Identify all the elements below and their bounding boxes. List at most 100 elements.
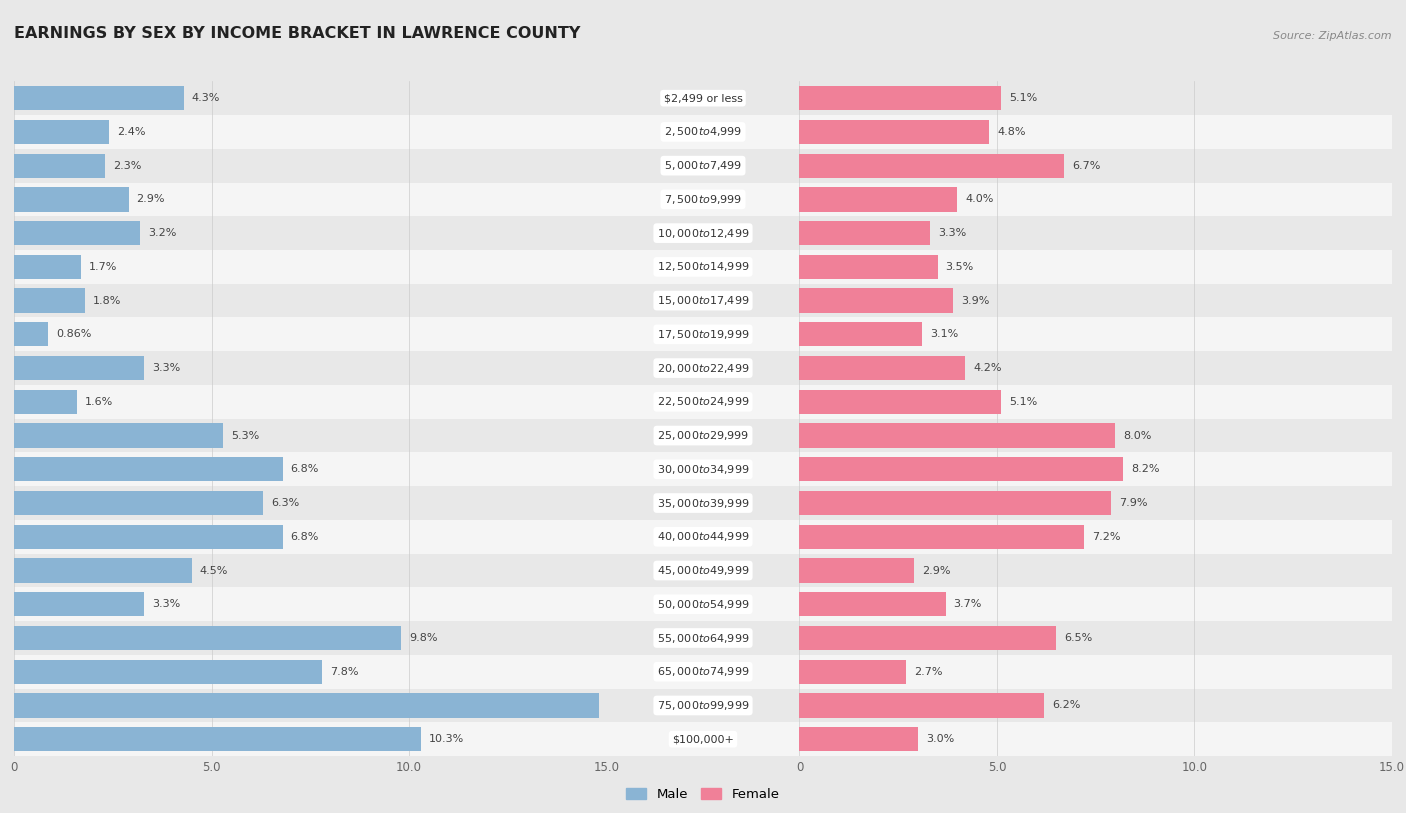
Text: $15,000 to $17,499: $15,000 to $17,499 — [657, 294, 749, 307]
Text: 3.1%: 3.1% — [929, 329, 957, 339]
Bar — [14, 621, 606, 655]
Bar — [800, 554, 1392, 587]
Bar — [800, 149, 1392, 183]
Text: $55,000 to $64,999: $55,000 to $64,999 — [657, 632, 749, 645]
Bar — [800, 182, 1392, 216]
Text: $5,000 to $7,499: $5,000 to $7,499 — [664, 159, 742, 172]
Bar — [800, 419, 1392, 452]
Text: $25,000 to $29,999: $25,000 to $29,999 — [657, 429, 749, 442]
Text: 4.2%: 4.2% — [973, 363, 1001, 373]
Bar — [14, 587, 606, 621]
Bar — [14, 120, 108, 144]
Bar — [800, 154, 1064, 178]
Text: 3.7%: 3.7% — [953, 599, 981, 609]
Text: $12,500 to $14,999: $12,500 to $14,999 — [657, 260, 749, 273]
Text: 3.5%: 3.5% — [946, 262, 974, 272]
Text: 10.3%: 10.3% — [429, 734, 464, 744]
Text: $20,000 to $22,499: $20,000 to $22,499 — [657, 362, 749, 375]
Bar — [14, 115, 606, 149]
Text: 1.6%: 1.6% — [86, 397, 114, 406]
Bar — [14, 626, 401, 650]
Text: 2.3%: 2.3% — [112, 161, 141, 171]
Bar — [800, 587, 1392, 621]
Text: 5.1%: 5.1% — [1008, 397, 1038, 406]
Bar — [606, 587, 800, 621]
Bar — [14, 187, 128, 211]
Bar — [14, 356, 145, 380]
Text: 7.8%: 7.8% — [330, 667, 359, 676]
Text: 3.3%: 3.3% — [938, 228, 966, 238]
Text: 0.86%: 0.86% — [56, 329, 91, 339]
Bar — [606, 520, 800, 554]
Bar — [14, 727, 420, 751]
Text: 6.8%: 6.8% — [291, 464, 319, 474]
Bar — [14, 452, 606, 486]
Bar — [606, 385, 800, 419]
Bar — [800, 727, 918, 751]
Bar — [606, 689, 800, 723]
Text: $45,000 to $49,999: $45,000 to $49,999 — [657, 564, 749, 577]
Bar — [800, 221, 929, 246]
Bar — [606, 655, 800, 689]
Text: $65,000 to $74,999: $65,000 to $74,999 — [657, 665, 749, 678]
Text: 6.8%: 6.8% — [291, 532, 319, 541]
Bar — [14, 385, 606, 419]
Bar — [606, 81, 800, 115]
Bar — [800, 592, 946, 616]
Bar — [800, 491, 1112, 515]
Text: Source: ZipAtlas.com: Source: ZipAtlas.com — [1274, 31, 1392, 41]
Bar — [800, 216, 1392, 250]
Text: $17,500 to $19,999: $17,500 to $19,999 — [657, 328, 749, 341]
Bar — [14, 554, 606, 587]
Bar — [14, 723, 606, 756]
Text: 5.3%: 5.3% — [232, 431, 260, 441]
Bar — [800, 356, 966, 380]
Text: 3.3%: 3.3% — [152, 599, 180, 609]
Bar — [14, 559, 191, 583]
Bar — [800, 524, 1084, 549]
Bar — [14, 520, 606, 554]
Text: 8.2%: 8.2% — [1132, 464, 1160, 474]
Text: 3.9%: 3.9% — [962, 296, 990, 306]
Bar — [14, 351, 606, 385]
Bar — [14, 250, 606, 284]
Bar — [606, 723, 800, 756]
Bar — [800, 254, 938, 279]
Text: $75,000 to $99,999: $75,000 to $99,999 — [657, 699, 749, 712]
Bar — [14, 655, 606, 689]
Bar — [800, 81, 1392, 115]
Bar — [14, 693, 599, 718]
Text: 8.0%: 8.0% — [1123, 431, 1152, 441]
Text: 2.7%: 2.7% — [914, 667, 942, 676]
Bar — [606, 284, 800, 317]
Bar — [800, 689, 1392, 723]
Bar — [606, 317, 800, 351]
Text: 6.2%: 6.2% — [1052, 701, 1081, 711]
Text: 4.0%: 4.0% — [966, 194, 994, 204]
Text: $7,500 to $9,999: $7,500 to $9,999 — [664, 193, 742, 206]
Bar — [800, 284, 1392, 317]
Bar — [800, 250, 1392, 284]
Bar — [800, 457, 1123, 481]
Bar — [14, 457, 283, 481]
Bar — [14, 689, 606, 723]
Bar — [14, 424, 224, 448]
Bar — [606, 554, 800, 587]
Bar — [606, 419, 800, 452]
Bar — [800, 385, 1392, 419]
Text: $2,500 to $4,999: $2,500 to $4,999 — [664, 125, 742, 138]
Bar — [800, 655, 1392, 689]
Text: 2.4%: 2.4% — [117, 127, 145, 137]
Bar — [606, 486, 800, 520]
Bar — [800, 389, 1001, 414]
Bar — [800, 559, 914, 583]
Bar — [14, 592, 145, 616]
Text: 9.8%: 9.8% — [409, 633, 437, 643]
Bar — [14, 81, 606, 115]
Bar — [800, 723, 1392, 756]
Bar — [14, 486, 606, 520]
Text: 2.9%: 2.9% — [922, 566, 950, 576]
Bar — [606, 250, 800, 284]
Bar — [800, 424, 1115, 448]
Text: 1.8%: 1.8% — [93, 296, 121, 306]
